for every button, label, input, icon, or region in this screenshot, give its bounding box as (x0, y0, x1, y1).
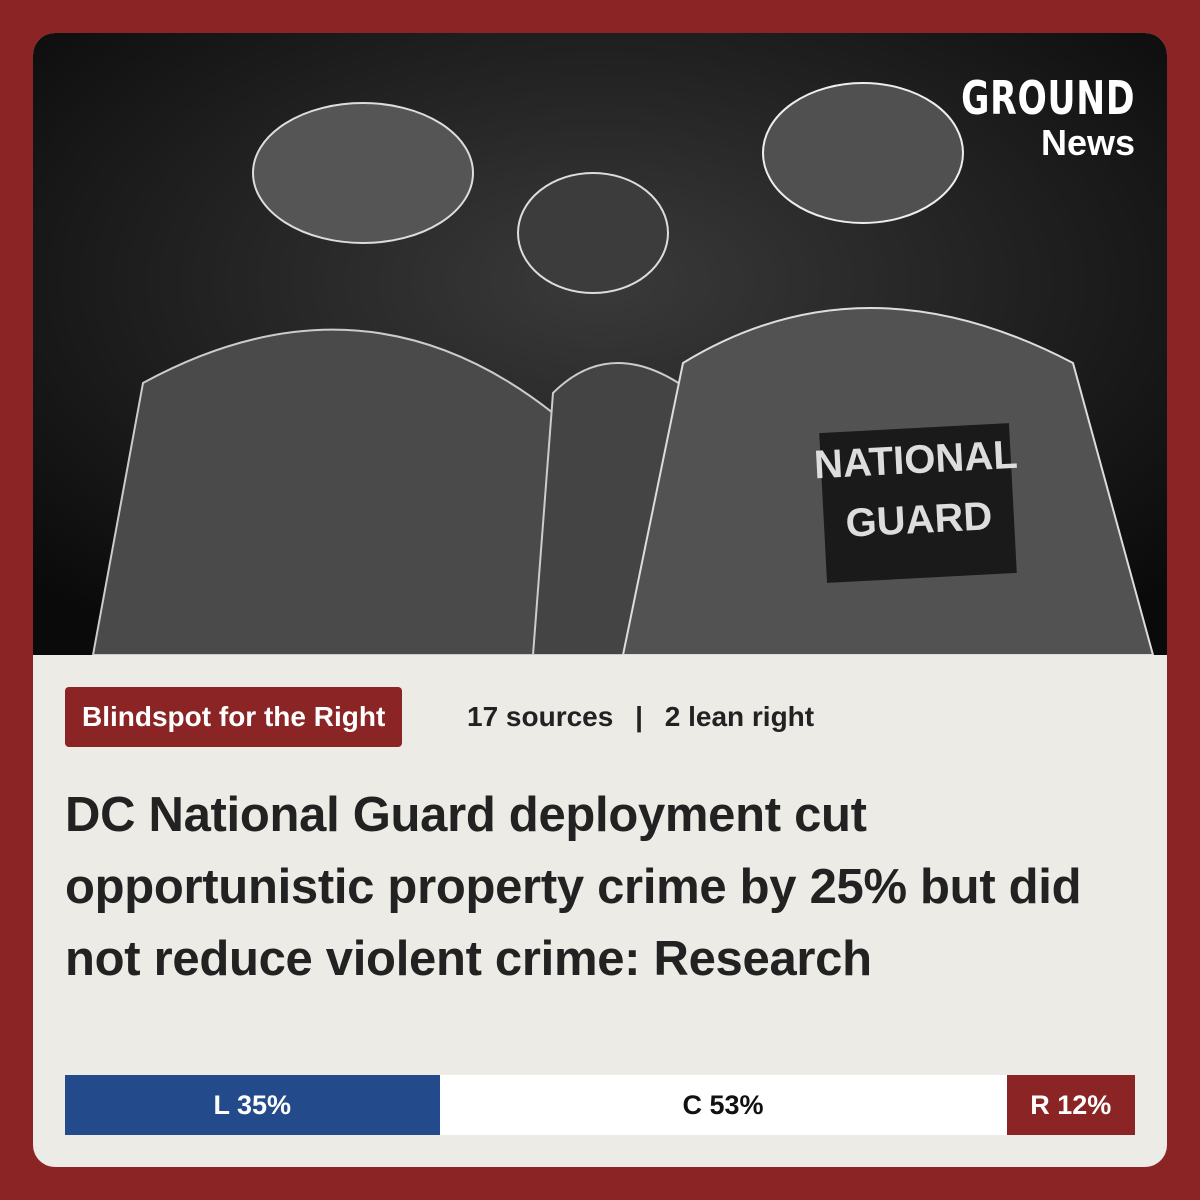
news-card: NATIONAL GUARD GROUND News Blindspot for… (33, 33, 1167, 1167)
separator: | (635, 701, 643, 732)
bias-segment: R 12% (1006, 1075, 1135, 1135)
meta: 17 sources | 2 lean right (467, 687, 828, 747)
lean-count: 2 lean right (664, 701, 815, 732)
patch-text: GUARD (845, 494, 994, 546)
headline: DC National Guard deployment cut opportu… (65, 788, 1082, 986)
source-count: 17 sources (467, 701, 614, 732)
photo: NATIONAL GUARD (33, 33, 1167, 655)
logo-wordmark: GROUND (960, 71, 1135, 125)
patch (819, 423, 1017, 583)
bias-bar: L 35% C 53% R 12% (65, 1075, 1135, 1135)
bias-segment: C 53% (439, 1075, 1007, 1135)
blindspot-badge: Blindspot for the Right (65, 687, 403, 747)
logo-sub: News (1040, 122, 1135, 163)
bias-segment: L 35% (65, 1075, 440, 1135)
patch-text: NATIONAL (813, 433, 1019, 488)
logo: GROUND News (903, 71, 1135, 161)
